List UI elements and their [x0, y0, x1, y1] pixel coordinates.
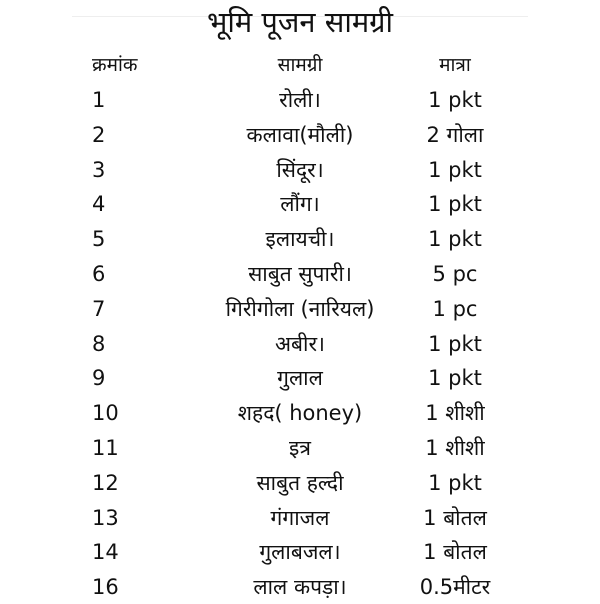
- item-cell: लौंग।: [280, 192, 320, 217]
- table-row: 8 अबीर। 1 pkt: [0, 327, 600, 361]
- quantity-cell: 1 pkt: [428, 366, 482, 391]
- item-cell: सिंदूर।: [276, 157, 324, 182]
- serial-cell: 16: [92, 575, 119, 600]
- table-row: 14 गुलाबजल। 1 बोतल: [0, 535, 600, 569]
- table-row: 7 गिरीगोला (नारियल) 1 pc: [0, 292, 600, 326]
- table-row: 13 गंगाजल 1 बोतल: [0, 501, 600, 535]
- quantity-cell: 1 बोतल: [423, 540, 487, 565]
- item-cell: गुलाबजल।: [259, 540, 341, 565]
- item-cell: गंगाजल: [270, 505, 330, 530]
- quantity-cell: 1 pkt: [428, 227, 482, 252]
- item-cell: गुलाल: [277, 366, 323, 391]
- quantity-cell: 1 pc: [432, 296, 478, 321]
- table-header: क्रमांक सामग्री मात्रा: [0, 48, 600, 82]
- header-serial: क्रमांक: [92, 54, 138, 76]
- header-item: सामग्री: [277, 54, 323, 76]
- quantity-cell: 0.5मीटर: [419, 575, 491, 600]
- table-row: 6 साबुत सुपारी। 5 pc: [0, 257, 600, 291]
- serial-cell: 4: [92, 192, 106, 217]
- item-cell: शहद( honey): [237, 401, 363, 426]
- item-cell: इत्र: [289, 436, 311, 460]
- quantity-cell: 1 शीशी: [425, 401, 485, 426]
- top-divider: [72, 16, 528, 17]
- item-cell: इलायची।: [265, 227, 335, 252]
- serial-cell: 6: [92, 262, 106, 286]
- item-cell: रोली।: [279, 88, 321, 112]
- serial-cell: 7: [92, 296, 106, 321]
- header-quantity: मात्रा: [439, 54, 471, 76]
- quantity-cell: 1 pkt: [428, 331, 482, 356]
- item-cell: लाल कपड़ा।: [253, 575, 347, 600]
- quantity-cell: 5 pc: [432, 262, 478, 286]
- item-cell: साबुत हल्दी: [256, 470, 344, 495]
- serial-cell: 1: [92, 88, 106, 112]
- quantity-cell: 2 गोला: [426, 122, 484, 147]
- table-row: 2 कलावा(मौली) 2 गोला: [0, 118, 600, 152]
- serial-cell: 13: [92, 505, 119, 530]
- serial-cell: 9: [92, 366, 106, 391]
- quantity-cell: 1 pkt: [428, 157, 482, 182]
- item-cell: कलावा(मौली): [246, 122, 354, 147]
- table-row: 4 लौंग। 1 pkt: [0, 187, 600, 221]
- serial-cell: 14: [92, 540, 119, 565]
- item-cell: गिरीगोला (नारियल): [225, 296, 375, 321]
- serial-cell: 5: [92, 227, 106, 252]
- serial-cell: 10: [92, 401, 119, 426]
- quantity-cell: 1 शीशी: [425, 436, 485, 460]
- quantity-cell: 1 बोतल: [423, 505, 487, 530]
- quantity-cell: 1 pkt: [428, 192, 482, 217]
- table-row: 12 साबुत हल्दी 1 pkt: [0, 466, 600, 500]
- quantity-cell: 1 pkt: [428, 88, 482, 112]
- item-cell: अबीर।: [274, 331, 326, 356]
- quantity-cell: 1 pkt: [428, 470, 482, 495]
- table-row: 10 शहद( honey) 1 शीशी: [0, 396, 600, 430]
- serial-cell: 2: [92, 122, 106, 147]
- table-row: 16 लाल कपड़ा। 0.5मीटर: [0, 570, 600, 604]
- table-row: 3 सिंदूर। 1 pkt: [0, 153, 600, 187]
- table-row: 1 रोली। 1 pkt: [0, 83, 600, 117]
- table-row: 5 इलायची। 1 pkt: [0, 222, 600, 256]
- serial-cell: 11: [92, 436, 119, 460]
- item-cell: साबुत सुपारी।: [248, 262, 352, 286]
- table-row: 11 इत्र 1 शीशी: [0, 431, 600, 465]
- table-row: 9 गुलाल 1 pkt: [0, 361, 600, 395]
- serial-cell: 12: [92, 470, 119, 495]
- page-title: भूमि पूजन सामग्री: [206, 5, 394, 39]
- serial-cell: 3: [92, 157, 106, 182]
- serial-cell: 8: [92, 331, 106, 356]
